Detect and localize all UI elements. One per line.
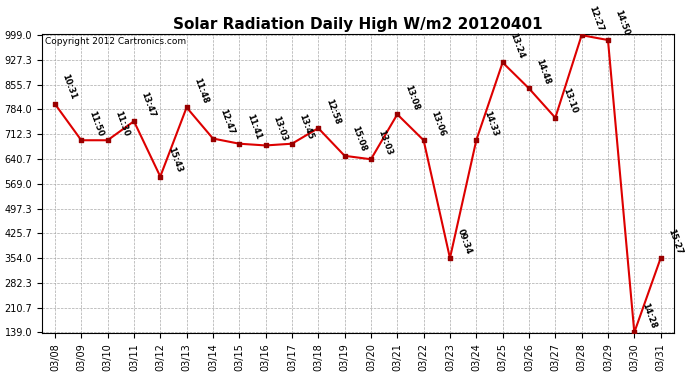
- Point: [181, 104, 192, 110]
- Text: 14:33: 14:33: [482, 110, 500, 138]
- Point: [418, 137, 429, 143]
- Text: 14:50: 14:50: [613, 9, 631, 37]
- Point: [366, 156, 377, 162]
- Point: [655, 255, 666, 261]
- Text: 13:03: 13:03: [271, 115, 288, 142]
- Point: [471, 137, 482, 143]
- Point: [128, 118, 139, 124]
- Text: 12:58: 12:58: [324, 97, 342, 125]
- Text: 13:24: 13:24: [509, 32, 526, 60]
- Text: 10:31: 10:31: [61, 73, 78, 101]
- Text: 09:34: 09:34: [455, 227, 473, 255]
- Point: [339, 153, 350, 159]
- Text: 13:47: 13:47: [139, 90, 157, 118]
- Text: 12:27: 12:27: [587, 4, 605, 32]
- Point: [629, 329, 640, 335]
- Text: 11:48: 11:48: [192, 76, 210, 105]
- Point: [155, 174, 166, 180]
- Point: [576, 32, 587, 38]
- Point: [234, 141, 245, 147]
- Text: 13:45: 13:45: [297, 113, 315, 141]
- Point: [76, 137, 87, 143]
- Text: 13:03: 13:03: [377, 129, 394, 156]
- Text: Copyright 2012 Cartronics.com: Copyright 2012 Cartronics.com: [45, 38, 186, 46]
- Text: 12:47: 12:47: [219, 108, 236, 136]
- Point: [392, 111, 403, 117]
- Point: [524, 86, 535, 92]
- Title: Solar Radiation Daily High W/m2 20120401: Solar Radiation Daily High W/m2 20120401: [173, 17, 542, 32]
- Point: [444, 255, 455, 261]
- Point: [497, 60, 508, 66]
- Point: [313, 125, 324, 131]
- Text: 11:41: 11:41: [245, 112, 262, 141]
- Text: 13:10: 13:10: [561, 87, 578, 115]
- Text: 11:50: 11:50: [87, 109, 104, 138]
- Text: 15:43: 15:43: [166, 146, 184, 174]
- Text: 15:08: 15:08: [351, 125, 368, 153]
- Point: [102, 137, 113, 143]
- Text: 13:06: 13:06: [429, 110, 446, 138]
- Text: 14:48: 14:48: [535, 57, 552, 86]
- Point: [286, 141, 297, 147]
- Point: [208, 135, 219, 141]
- Text: 11:30: 11:30: [113, 110, 130, 138]
- Point: [602, 37, 613, 43]
- Text: 13:08: 13:08: [403, 84, 420, 111]
- Point: [50, 101, 61, 107]
- Point: [260, 142, 271, 148]
- Point: [550, 115, 561, 121]
- Text: 15:27: 15:27: [667, 227, 684, 255]
- Text: 14:28: 14:28: [640, 302, 658, 330]
